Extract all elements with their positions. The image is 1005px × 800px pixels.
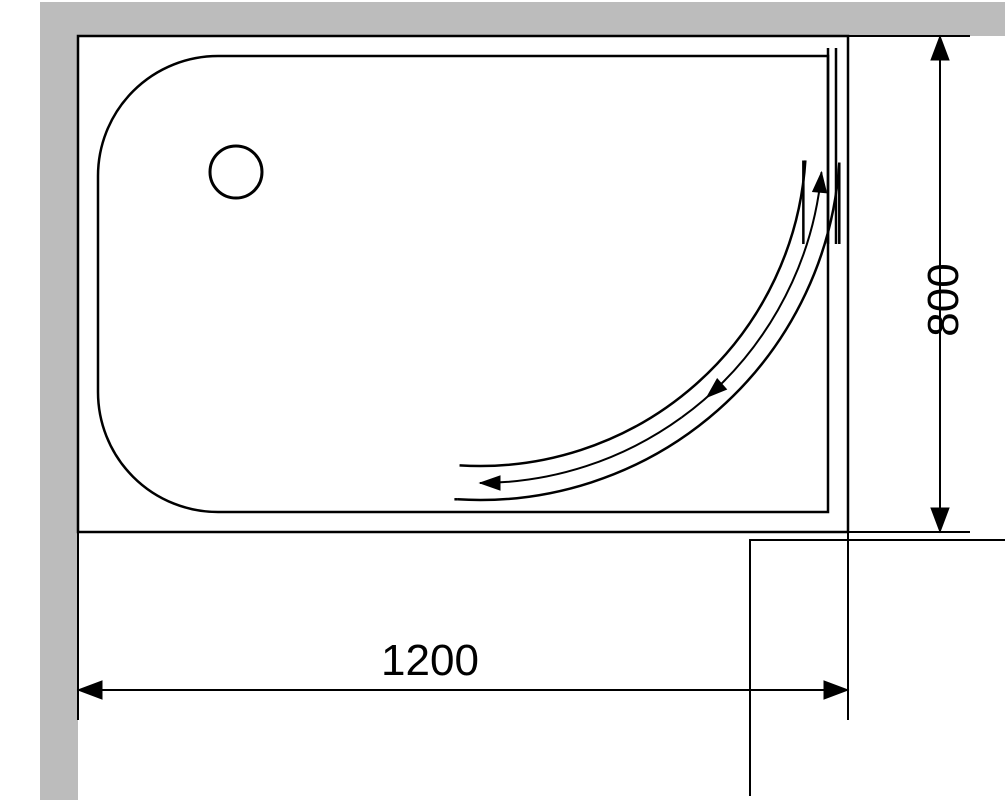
- drain-icon: [210, 146, 262, 198]
- door-track-inner: [460, 160, 806, 466]
- wall-left: [40, 2, 78, 800]
- enclosure-outer: [78, 36, 848, 532]
- dim-label-depth: 800: [919, 263, 968, 336]
- shower-tray-outline: [98, 56, 828, 512]
- wall-top: [40, 2, 1005, 36]
- door-motion-arrow: [682, 172, 822, 417]
- door-track-outer: [457, 163, 839, 500]
- dim-label-width: 1200: [381, 636, 479, 685]
- floor-step-line: [750, 540, 1005, 796]
